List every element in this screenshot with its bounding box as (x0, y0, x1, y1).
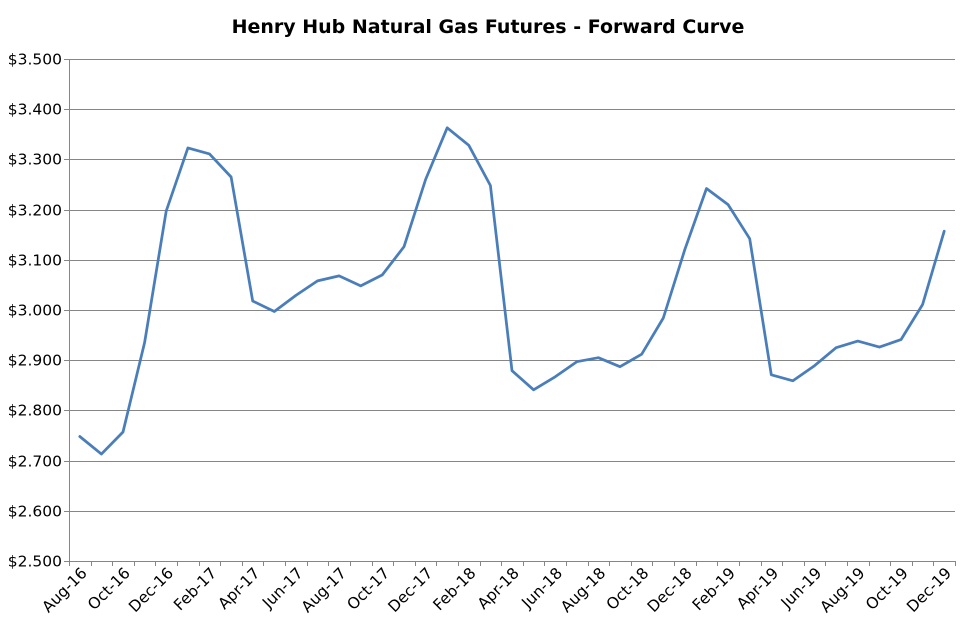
gridlines (69, 59, 955, 512)
y-tick-label: $2.500 (8, 553, 62, 571)
y-tick-label: $2.900 (8, 352, 62, 370)
chart-title: Henry Hub Natural Gas Futures - Forward … (232, 16, 745, 38)
y-tick-label: $2.600 (8, 503, 62, 521)
y-tick-label: $3.200 (8, 202, 62, 220)
y-tick-label: $3.100 (8, 252, 62, 270)
y-tick-label: $3.500 (8, 51, 62, 69)
axes (64, 59, 956, 566)
y-tick-label: $3.300 (8, 151, 62, 169)
series-line (78, 126, 946, 456)
y-tick-label: $2.700 (8, 453, 62, 471)
y-tick-label: $3.000 (8, 302, 62, 320)
y-tick-label: $2.800 (8, 402, 62, 420)
series-layer (78, 126, 946, 456)
y-tick-label: $3.400 (8, 101, 62, 119)
y-axis-tick-labels: $2.500 $2.600 $2.700 $2.800 $2.900 $3.000 $3.1… (8, 51, 62, 571)
